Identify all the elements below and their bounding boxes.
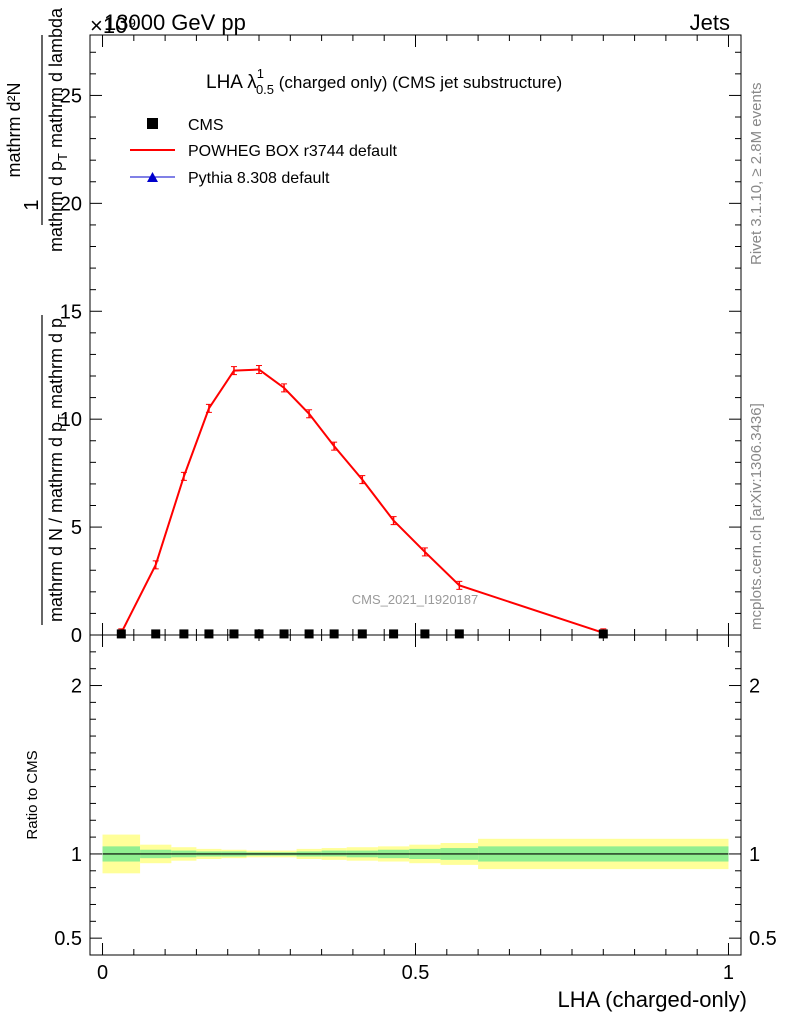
title-rest: (charged only) (CMS jet substructure) xyxy=(274,73,562,92)
energy-label: 13000 GeV pp xyxy=(104,10,246,35)
main-y-axis-label: 1 mathrm d N / mathrm d pT mathrm d p ma… xyxy=(4,7,70,625)
ratio-plot-frame xyxy=(89,634,742,956)
legend: CMS POWHEG BOX r3744 default Pythia 8.30… xyxy=(130,117,398,187)
cms-data-point xyxy=(598,629,608,639)
y-label-numerator: mathrm d²N xyxy=(4,82,24,177)
cms-data-point xyxy=(279,629,289,639)
main-y-tick-label: 25 xyxy=(60,85,82,107)
cms-data-point xyxy=(116,629,126,639)
rivet-info: Rivet 3.1.10, ≥ 2.8M events xyxy=(748,83,765,266)
legend-cms-label: CMS xyxy=(188,117,224,134)
cms-data-point xyxy=(357,629,367,639)
cms-data-point xyxy=(204,629,214,639)
main-y-tick-label: 5 xyxy=(71,517,82,539)
x-tick-label: 0.5 xyxy=(402,962,430,984)
title-sup: 1 xyxy=(257,66,264,81)
cms-data-point xyxy=(254,629,264,639)
ratio-y-tick-label: 2 xyxy=(71,676,82,698)
cms-data-point xyxy=(454,629,464,639)
cms-data-point xyxy=(389,629,399,639)
cms-data-point xyxy=(420,629,430,639)
title-main: LHA λ xyxy=(206,72,257,93)
jets-label: Jets xyxy=(690,10,730,35)
ratio-y-tick-label: 0.5 xyxy=(54,928,82,950)
legend-pythia-label: Pythia 8.308 default xyxy=(188,170,330,187)
x-axis-label: LHA (charged-only) xyxy=(557,987,747,1012)
ratio-y-axis-label: Ratio to CMS xyxy=(24,750,41,839)
cms-series-markers xyxy=(116,629,608,639)
ratio-y-tick-label: 1 xyxy=(71,844,82,866)
mcplots-info: mcplots.cern.ch [arXiv:1306.3436] xyxy=(748,403,765,630)
cms-data-point xyxy=(304,629,314,639)
powheg-series-line xyxy=(120,368,604,634)
x-tick-label: 1 xyxy=(723,962,734,984)
title-sub: 0.5 xyxy=(256,82,274,97)
plot-title: LHA λ1 0.5 (charged only) (CMS jet substr… xyxy=(206,66,562,97)
legend-pythia-marker xyxy=(147,172,158,182)
cms-data-point xyxy=(329,629,339,639)
ratio-y-axis: 0.5 0.5 1 1 2 2 xyxy=(54,651,777,950)
main-y-tick-label: 15 xyxy=(60,301,82,323)
x-tick-label: 0 xyxy=(97,962,108,984)
main-y-tick-label: 20 xyxy=(60,193,82,215)
exponent-label: ×10⁹ xyxy=(90,13,137,38)
cms-data-point xyxy=(179,629,189,639)
cms-data-point xyxy=(229,629,239,639)
cms-data-point xyxy=(151,629,161,639)
legend-powheg-label: POWHEG BOX r3744 default xyxy=(188,143,398,160)
ratio-y-tick-label-right: 2 xyxy=(749,676,760,698)
y-label-left-denominator: mathrm d N / mathrm d pT mathrm d p xyxy=(46,318,70,622)
y-label-right-denominator: mathrm d pT mathrm d lambda xyxy=(46,7,70,252)
analysis-watermark: CMS_2021_I1920187 xyxy=(352,592,479,607)
y-label-one: 1 xyxy=(21,199,43,210)
main-y-tick-label: 0 xyxy=(71,625,82,647)
main-y-axis: 0 5 10 15 20 25 xyxy=(60,51,741,647)
legend-cms-marker xyxy=(147,118,158,129)
ratio-y-tick-label-right: 0.5 xyxy=(749,928,777,950)
main-y-tick-label: 10 xyxy=(60,409,82,431)
ratio-y-tick-label-right: 1 xyxy=(749,844,760,866)
